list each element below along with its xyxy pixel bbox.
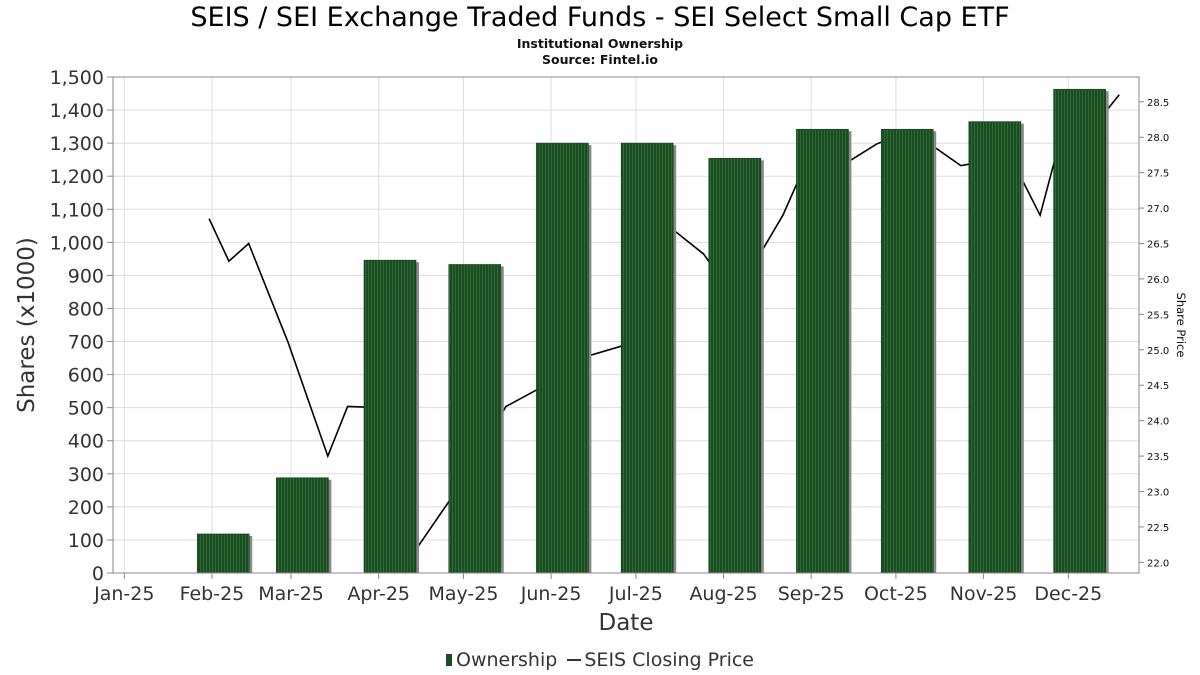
y-tick-label: 1,400	[50, 100, 104, 122]
x-tick-label: Feb-25	[180, 583, 245, 605]
bar-layer	[196, 88, 1109, 574]
y2-tick-label: 26.0	[1147, 275, 1169, 286]
ownership-bar	[620, 142, 674, 574]
x-tick-label: Jun-25	[520, 583, 582, 605]
chart-subtitle-ownership: Institutional Ownership	[516, 36, 684, 51]
ownership-bar	[968, 121, 1022, 574]
y-tick-label: 500	[68, 398, 104, 420]
y2-tick-label: 23.5	[1147, 452, 1169, 463]
y2-tick-label: 28.0	[1147, 133, 1169, 144]
y2-tick-label: 23.0	[1147, 488, 1169, 499]
y-axis-label: Shares (x1000)	[14, 237, 40, 413]
x-tick-label: Sep-25	[778, 583, 845, 605]
x-tick-label: Jul-25	[608, 583, 663, 605]
legend-label-price: SEIS Closing Price	[584, 648, 754, 671]
y-tick-label: 700	[68, 332, 104, 354]
x-tick-label: Apr-25	[347, 583, 410, 605]
chart-subtitle-source: Source: Fintel.io	[542, 52, 658, 67]
y-tick-label: 1,100	[50, 199, 104, 221]
ownership-bar	[796, 128, 849, 574]
y2-tick-label: 27.0	[1147, 204, 1169, 215]
ownership-bar	[708, 158, 762, 574]
ownership-bar	[196, 533, 250, 574]
ownership-bar	[448, 264, 502, 574]
y2-tick-label: 24.0	[1147, 417, 1169, 428]
y-tick-label: 400	[68, 431, 104, 453]
axis-layer: 0 100 200 300 400 500 600 700 800 900 1,000 1,100 1,…	[50, 67, 1170, 605]
y-tick-label: 1,200	[50, 166, 104, 188]
ownership-bar	[880, 128, 934, 574]
chart-title: SEIS / SEI Exchange Traded Funds - SEI S…	[190, 2, 1010, 33]
y-tick-label: 200	[68, 497, 104, 519]
y2-tick-label: 22.5	[1147, 523, 1169, 534]
legend-item-price[interactable]: SEIS Closing Price	[563, 649, 754, 671]
y2-tick-label: 25.0	[1147, 346, 1169, 357]
x-tick-label: Nov-25	[950, 583, 1018, 605]
plot-frame	[112, 76, 1140, 574]
y-tick-label: 900	[68, 265, 104, 287]
y-tick-label: 0	[92, 563, 104, 585]
y2-tick-label: 27.5	[1147, 169, 1169, 180]
x-tick-label: May-25	[428, 583, 498, 605]
ownership-bar	[536, 142, 589, 574]
x-tick-label: Oct-25	[864, 583, 928, 605]
y2-tick-label: 24.5	[1147, 381, 1169, 392]
ownership-bar	[276, 477, 329, 574]
y-tick-label: 1,000	[50, 232, 104, 254]
x-tick-label: Dec-25	[1034, 583, 1102, 605]
legend-swatch-bar-icon	[446, 654, 452, 666]
y2-tick-label: 26.5	[1147, 240, 1169, 251]
y2-axis-label: Share Price	[1174, 293, 1188, 358]
ownership-bar	[1053, 88, 1106, 574]
y2-tick-label: 28.5	[1147, 98, 1169, 109]
y-tick-label: 1,300	[50, 133, 104, 155]
y-tick-label: 300	[68, 464, 104, 486]
y2-tick-label: 25.5	[1147, 310, 1169, 321]
y-tick-label: 1,500	[50, 67, 104, 89]
x-tick-label: Aug-25	[689, 583, 757, 605]
x-tick-label: Jan-25	[93, 583, 154, 605]
y-tick-label: 100	[68, 530, 104, 552]
ownership-bar	[363, 259, 417, 574]
x-axis-label: Date	[599, 610, 654, 636]
legend: Ownership SEIS Closing Price	[0, 648, 1200, 671]
y-tick-label: 600	[68, 365, 104, 387]
y-tick-label: 800	[68, 298, 104, 320]
x-tick-label: Mar-25	[258, 583, 324, 605]
y2-tick-label: 22.0	[1147, 558, 1169, 569]
legend-label-ownership: Ownership	[456, 648, 558, 671]
legend-swatch-line-icon	[567, 659, 582, 661]
legend-item-ownership[interactable]: Ownership	[446, 649, 557, 671]
